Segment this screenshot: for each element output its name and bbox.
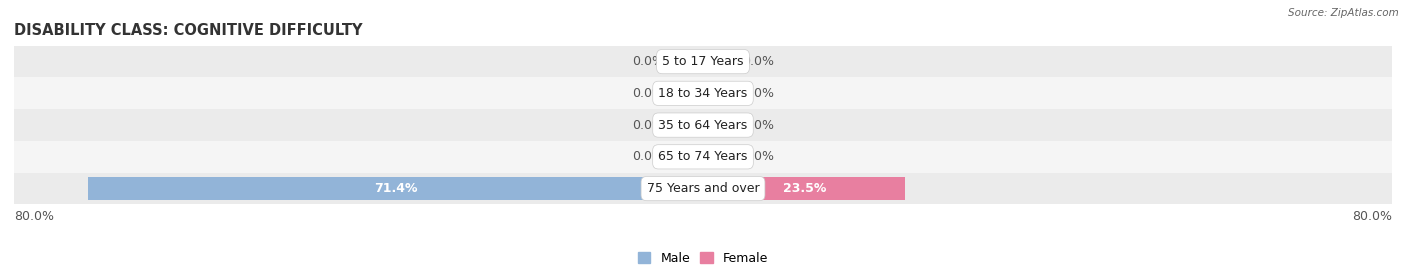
Text: 0.0%: 0.0% bbox=[633, 55, 664, 68]
Text: 0.0%: 0.0% bbox=[633, 87, 664, 100]
Bar bbox=[14, 77, 1392, 109]
Bar bbox=[14, 141, 1392, 173]
Bar bbox=[14, 173, 1392, 204]
Text: 0.0%: 0.0% bbox=[742, 87, 773, 100]
Bar bbox=[673, 114, 703, 136]
Bar bbox=[673, 50, 703, 73]
Bar bbox=[703, 177, 905, 200]
Bar bbox=[673, 146, 703, 168]
Bar bbox=[14, 109, 1392, 141]
Text: 5 to 17 Years: 5 to 17 Years bbox=[662, 55, 744, 68]
Text: 0.0%: 0.0% bbox=[742, 55, 773, 68]
Text: 71.4%: 71.4% bbox=[374, 182, 418, 195]
Text: Source: ZipAtlas.com: Source: ZipAtlas.com bbox=[1288, 8, 1399, 18]
Bar bbox=[703, 50, 733, 73]
Bar bbox=[703, 146, 733, 168]
Text: 65 to 74 Years: 65 to 74 Years bbox=[658, 150, 748, 163]
Text: 23.5%: 23.5% bbox=[783, 182, 825, 195]
Bar bbox=[14, 46, 1392, 77]
Text: 0.0%: 0.0% bbox=[633, 150, 664, 163]
Text: 18 to 34 Years: 18 to 34 Years bbox=[658, 87, 748, 100]
Bar bbox=[703, 82, 733, 105]
Legend: Male, Female: Male, Female bbox=[633, 247, 773, 269]
Text: 0.0%: 0.0% bbox=[742, 150, 773, 163]
Text: 80.0%: 80.0% bbox=[1353, 210, 1392, 223]
Bar bbox=[703, 114, 733, 136]
Bar bbox=[673, 82, 703, 105]
Text: 0.0%: 0.0% bbox=[742, 119, 773, 132]
Text: 35 to 64 Years: 35 to 64 Years bbox=[658, 119, 748, 132]
Text: 0.0%: 0.0% bbox=[633, 119, 664, 132]
Bar bbox=[89, 177, 703, 200]
Text: DISABILITY CLASS: COGNITIVE DIFFICULTY: DISABILITY CLASS: COGNITIVE DIFFICULTY bbox=[14, 23, 363, 38]
Text: 75 Years and over: 75 Years and over bbox=[647, 182, 759, 195]
Text: 80.0%: 80.0% bbox=[14, 210, 53, 223]
